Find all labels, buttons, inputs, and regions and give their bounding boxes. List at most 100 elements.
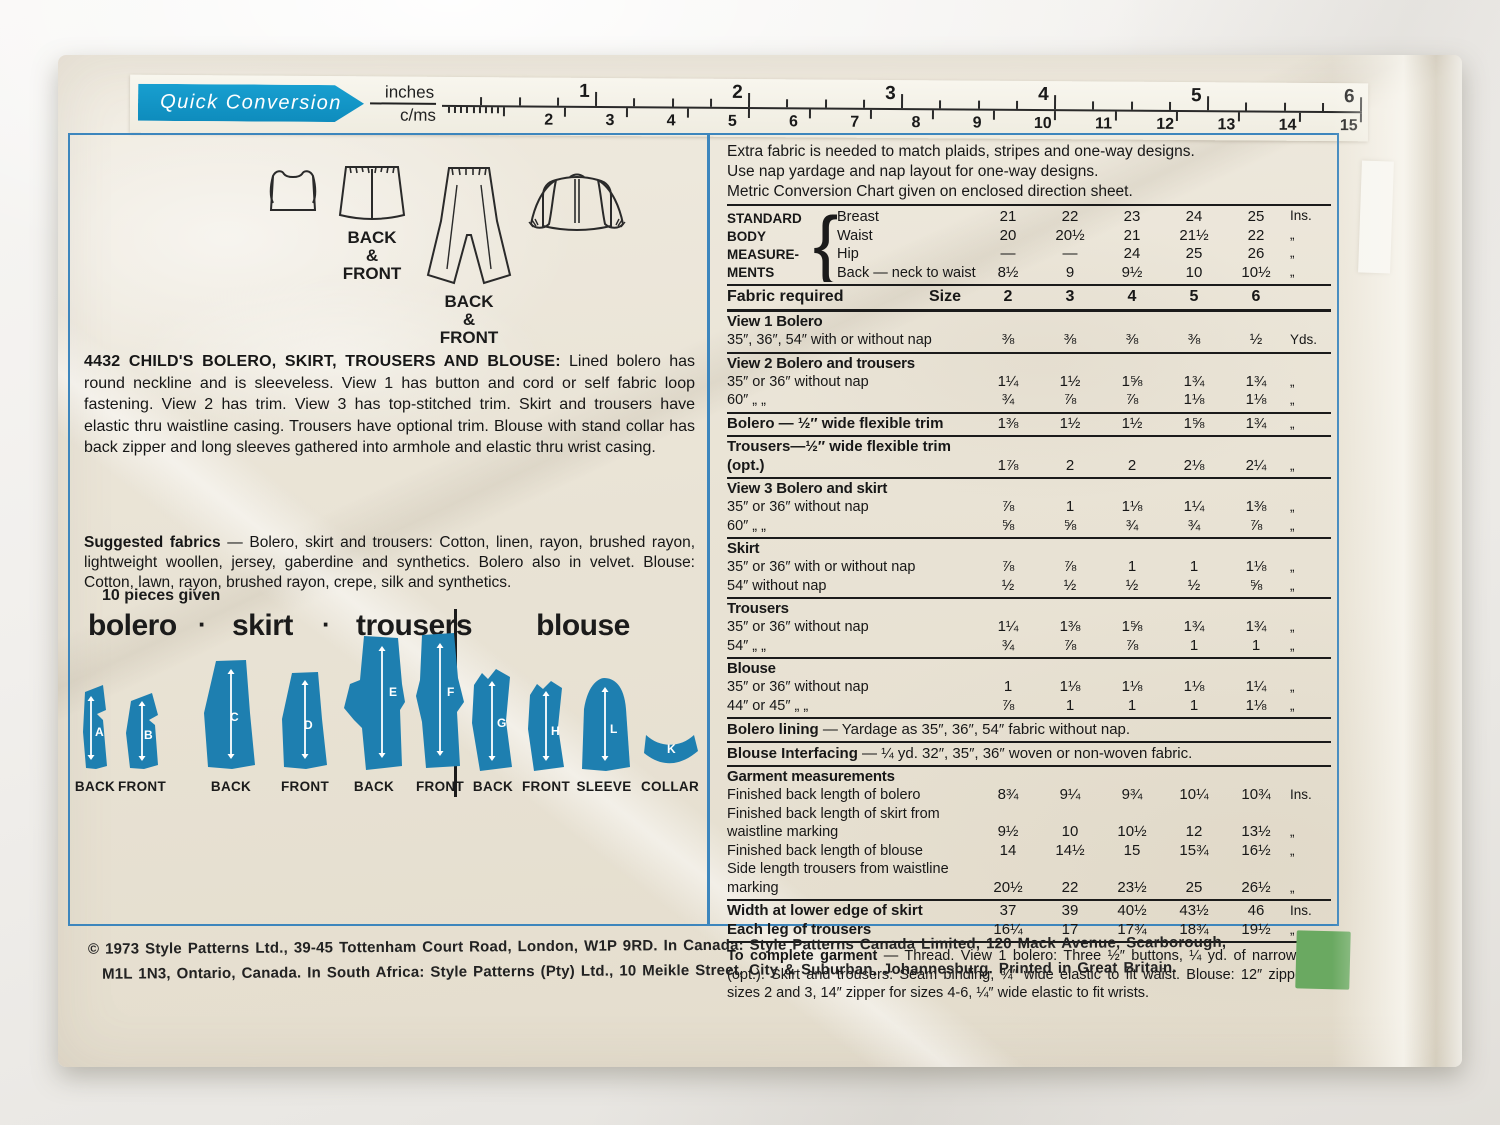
size-3: 3 — [1065, 288, 1075, 305]
inch-tick — [748, 92, 751, 108]
table-block: Blouse Interfacing — ¼ yd. 32″, 35″, 36″… — [727, 743, 1331, 767]
table-block: View 3 Bolero and skirt 35″ or 36″ withou… — [727, 479, 1331, 539]
yardage-row-label: 60″ „ „ — [727, 392, 766, 408]
unit-label: „ — [1290, 637, 1295, 653]
measurement-label: Back — neck to waist — [837, 264, 976, 281]
yardage-value: 15 — [1123, 841, 1141, 859]
measurement-label: Breast — [837, 209, 879, 225]
yardage-value: ¾ — [1001, 636, 1015, 654]
pattern-piece-k: K — [642, 727, 698, 770]
yardage-value: 16¼ — [993, 920, 1023, 938]
bolero-illustration — [266, 167, 320, 215]
yardage-value: ⅜ — [1125, 331, 1139, 348]
yardage-value: 1¾ — [1245, 372, 1267, 390]
yardage-value: ⅞ — [1063, 558, 1077, 575]
yardage-value: 20½ — [993, 878, 1023, 896]
inch-tick — [862, 99, 865, 108]
inch-number: 5 — [1191, 85, 1202, 107]
suggested-fabrics-body: — Bolero, skirt and trousers: Cotton, li… — [84, 533, 696, 591]
inch-tick — [1321, 102, 1324, 112]
yardage-value: ⅞ — [1001, 696, 1015, 714]
note-extra-fabric: Extra fabric is needed to match plaids, … — [727, 143, 1195, 160]
size-header-row: Fabric required Size 2 3 4 5 6 — [727, 286, 1331, 312]
yardage-row-label: 35″ or 36″ without nap — [727, 679, 869, 695]
body-measurements-chart: STANDARD BODY MEASURE- MENTS { Breast 21 2… — [727, 206, 1331, 286]
suggested-fabrics: Suggested fabrics — Bolero, skirt and tr… — [84, 533, 695, 593]
unit-label: „ — [1290, 226, 1295, 242]
yardage-value: ⅞ — [1249, 516, 1263, 534]
yardage-row-label: 35″ or 36″ without nap — [727, 619, 869, 635]
yardage-value: 1 — [1251, 636, 1261, 654]
pattern-piece-f: F — [414, 630, 466, 777]
fabric-required-label: Fabric required — [727, 288, 844, 305]
mm-tick — [448, 106, 451, 113]
unit-label: „ — [1290, 559, 1295, 574]
unit-label: „ — [1290, 392, 1295, 407]
yardage-row-label: 35″ or 36″ without nap — [727, 499, 869, 515]
mm-tick — [460, 106, 463, 113]
inch-tick — [1092, 101, 1095, 110]
yardage-row-label: Trousers—½″ wide flexible trim (opt.) — [727, 438, 951, 474]
yardage-value: ¾ — [1125, 516, 1139, 534]
measurement-value: 20 — [999, 226, 1017, 244]
yardage-row-label: 35″, 36″, 54″ with or without nap — [727, 332, 932, 348]
cms-label: c/ms — [399, 105, 437, 125]
yardage-row-label: Finished back length of skirt from waist… — [727, 805, 940, 841]
inch-tick — [1130, 101, 1133, 110]
cm-tick — [1237, 112, 1240, 122]
quick-conversion-label: Quick Conversion — [160, 90, 343, 115]
cm-tick — [503, 107, 506, 117]
yardage-value: ½ — [1249, 331, 1263, 348]
trousers-illustration — [422, 163, 516, 289]
unit-label: „ — [1290, 373, 1295, 389]
measurement-label: Hip — [837, 246, 859, 262]
yardage-value: ½ — [1187, 576, 1201, 594]
cm-tick — [1115, 111, 1118, 121]
table-block: Blouse 35″ or 36″ without nap 1 1⅛ 1⅛ 1⅛ 1¼ „ 44… — [727, 659, 1331, 719]
yardage-value: 10 — [1061, 823, 1079, 840]
size-4: 4 — [1127, 288, 1137, 305]
table-block: View 1 Bolero 35″, 36″, 54″ with or witho… — [727, 312, 1331, 354]
table-block: Bolero — ½″ wide flexible trim 1⅜ 1½ 1½ 1⅝ 1¾… — [727, 414, 1331, 437]
inch-tick — [595, 91, 598, 106]
yardage-value: 19½ — [1241, 920, 1271, 938]
inch-tick — [901, 94, 904, 109]
cm-number: 9 — [972, 114, 982, 132]
yardage-value: 1 — [1127, 696, 1137, 714]
yardage-value: 10¼ — [1179, 786, 1209, 803]
yardage-value: 1⅛ — [1245, 696, 1267, 714]
left-column: BACK & FRONT BACK & FRONT 4432 CHILD'S B… — [70, 135, 707, 924]
inches-label: inches — [370, 81, 437, 105]
pattern-piece-h: H — [526, 677, 566, 778]
pattern-description: 4432 CHILD'S BOLERO, SKIRT, TROUSERS AND… — [84, 351, 695, 459]
piece-caption: BACK — [472, 779, 514, 794]
yardage-value: ½ — [1063, 576, 1077, 594]
yardage-row-label: 35″ or 36″ without nap — [727, 373, 869, 390]
yardage-value: 1 — [1065, 696, 1075, 714]
measurement-value: 25 — [1247, 208, 1265, 225]
cm-tick — [747, 108, 750, 119]
ruler-unit-labels: inches c/ms — [370, 81, 437, 125]
inch-tick — [977, 100, 980, 109]
suggested-fabrics-lead: Suggested fabrics — [84, 533, 221, 551]
inch-number: 2 — [732, 81, 743, 103]
pattern-piece-l: L — [576, 675, 632, 778]
unit-label: „ — [1290, 457, 1295, 473]
section-title: View 3 Bolero and skirt — [727, 480, 888, 497]
size-6: 6 — [1251, 288, 1261, 305]
yardage-value: 14 — [999, 841, 1017, 859]
yardage-value: ½ — [1125, 576, 1139, 594]
yardage-value: 1 — [1127, 558, 1137, 575]
piece-caption: BACK — [74, 779, 116, 794]
table-notes: Extra fabric is needed to match plaids, … — [727, 142, 1331, 206]
yardage-value: 1¼ — [1183, 498, 1205, 515]
brace-glyph: { — [813, 208, 837, 282]
trousers-caption: BACK & FRONT — [439, 292, 499, 347]
piece-caption: FRONT — [118, 779, 166, 794]
yardage-value: ⅞ — [1001, 558, 1015, 575]
skirt-illustration — [336, 161, 408, 225]
yardage-value: 2⅛ — [1183, 456, 1205, 474]
body-measurements-label: STANDARD BODY MEASURE- MENTS — [727, 211, 802, 280]
cm-number: 7 — [850, 113, 860, 131]
inch-tick — [518, 97, 521, 106]
